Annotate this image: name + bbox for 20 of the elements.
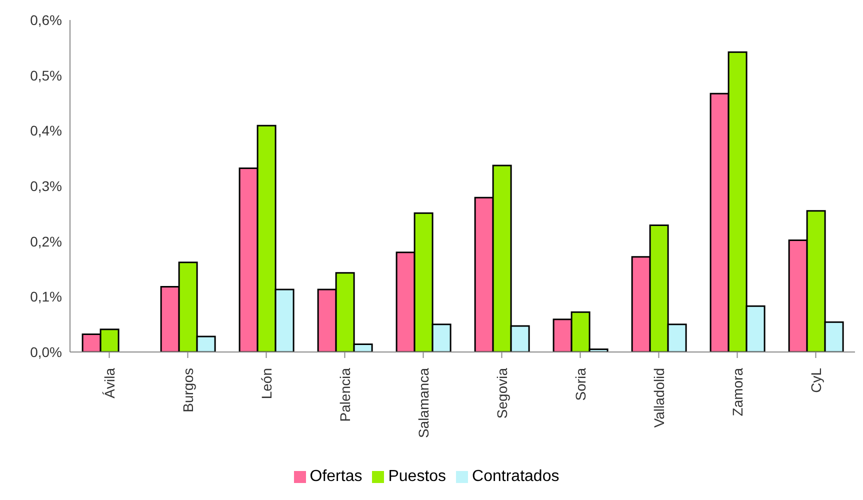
y-tick-label: 0,2%	[30, 233, 62, 250]
x-tick-label: CyL	[808, 368, 824, 393]
x-tick-label: Valladolid	[650, 368, 667, 428]
legend-label: Ofertas	[310, 468, 362, 485]
legend-label: Puestos	[388, 468, 446, 485]
x-tick-label: León	[258, 368, 274, 400]
legend-label: Contratados	[472, 468, 560, 485]
x-tick-label: Palencia	[336, 368, 353, 422]
x-tick-label: Zamora	[729, 368, 746, 416]
x-tick-label: Ávila	[101, 368, 118, 398]
x-tick-label: Salamanca	[415, 368, 432, 438]
y-tick-label: 0,0%	[30, 344, 62, 360]
y-tick-label: 0,6%	[30, 12, 62, 28]
y-tick-label: 0,4%	[30, 122, 62, 139]
y-tick-label: 0,3%	[30, 178, 62, 194]
x-tick-label: Soria	[572, 368, 588, 401]
x-tick-label: Segovia	[494, 368, 510, 419]
y-tick-label: 0,1%	[30, 288, 62, 305]
x-tick-label: Burgos	[180, 368, 196, 412]
y-tick-label: 0,5%	[30, 67, 62, 84]
